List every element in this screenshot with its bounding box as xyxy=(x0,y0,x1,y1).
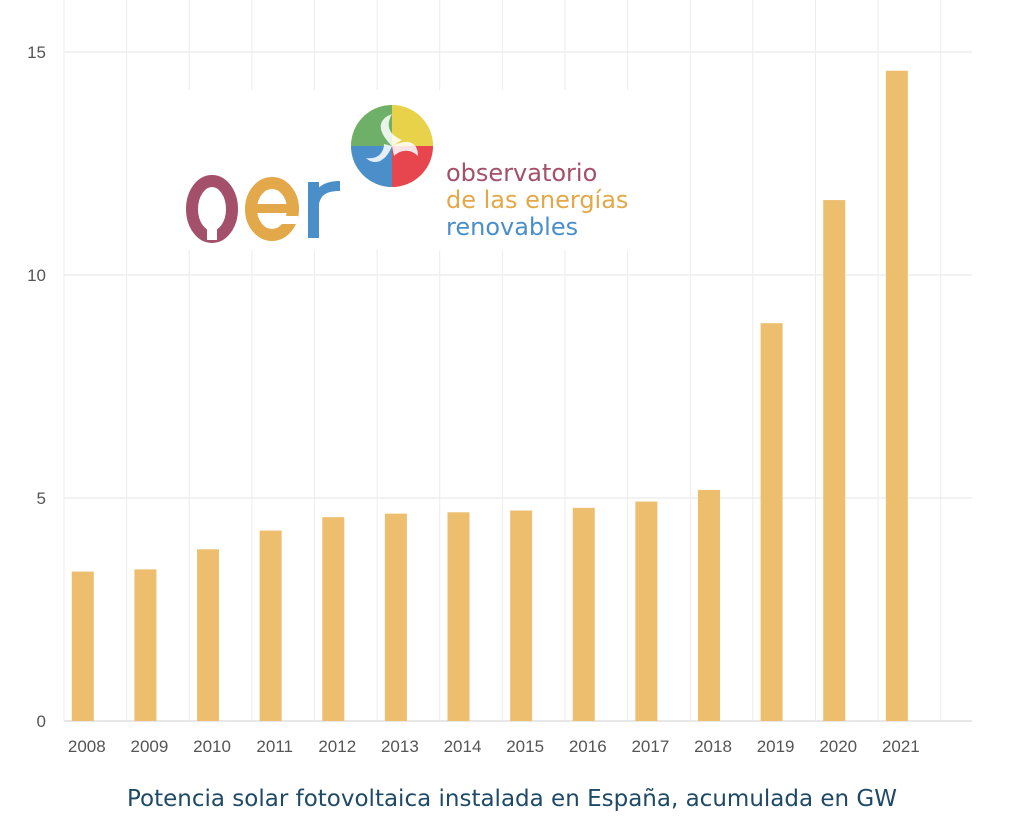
bar-2017 xyxy=(635,501,658,721)
bar-2016 xyxy=(572,507,595,721)
bar-2011 xyxy=(259,530,282,721)
y-tick-label-5: 5 xyxy=(37,489,46,508)
x-tick-label-2018: 2018 xyxy=(694,737,732,756)
bar-2012 xyxy=(322,517,345,721)
bar-2009 xyxy=(134,569,157,721)
logo-line-energias: de las energías xyxy=(446,186,629,214)
bar-2015 xyxy=(510,510,533,721)
x-tick-label-2020: 2020 xyxy=(819,737,857,756)
x-tick-label-2009: 2009 xyxy=(130,737,168,756)
y-tick-label-0: 0 xyxy=(37,712,46,731)
x-tick-label-2011: 2011 xyxy=(256,737,293,756)
bar-2013 xyxy=(384,513,407,721)
bar-2019 xyxy=(760,323,783,721)
x-tick-label-2010: 2010 xyxy=(193,737,231,756)
x-tick-label-2012: 2012 xyxy=(318,737,356,756)
x-tick-label-2013: 2013 xyxy=(381,737,419,756)
bar-2020 xyxy=(823,200,846,721)
oer-logo: observatorio de las energías renovables xyxy=(178,90,648,250)
y-tick-label-10: 10 xyxy=(27,266,46,285)
bar-2010 xyxy=(197,549,220,721)
bar-2018 xyxy=(697,489,720,721)
bar-2014 xyxy=(447,512,470,721)
x-axis-ticks: 2008 2009 2010 2011 2012 2013 2014 2015 2016 2017… xyxy=(68,737,920,756)
chart-caption: Potencia solar fotovoltaica instalada en… xyxy=(127,786,897,812)
y-axis-ticks: 0 5 10 15 xyxy=(27,43,46,731)
bar-2021 xyxy=(885,70,908,722)
logo-line-renovables: renovables xyxy=(446,213,579,241)
x-tick-label-2015: 2015 xyxy=(506,737,544,756)
x-tick-label-2016: 2016 xyxy=(569,737,607,756)
oer-logo-mark xyxy=(186,105,433,243)
bar-2008 xyxy=(71,571,94,721)
x-tick-label-2008: 2008 xyxy=(68,737,106,756)
x-tick-label-2014: 2014 xyxy=(444,737,482,756)
x-tick-label-2019: 2019 xyxy=(757,737,795,756)
x-tick-label-2021: 2021 xyxy=(882,737,920,756)
logo-line-observatorio: observatorio xyxy=(446,159,598,187)
bars xyxy=(71,70,908,722)
x-tick-label-2017: 2017 xyxy=(631,737,669,756)
y-tick-label-15: 15 xyxy=(27,43,46,62)
